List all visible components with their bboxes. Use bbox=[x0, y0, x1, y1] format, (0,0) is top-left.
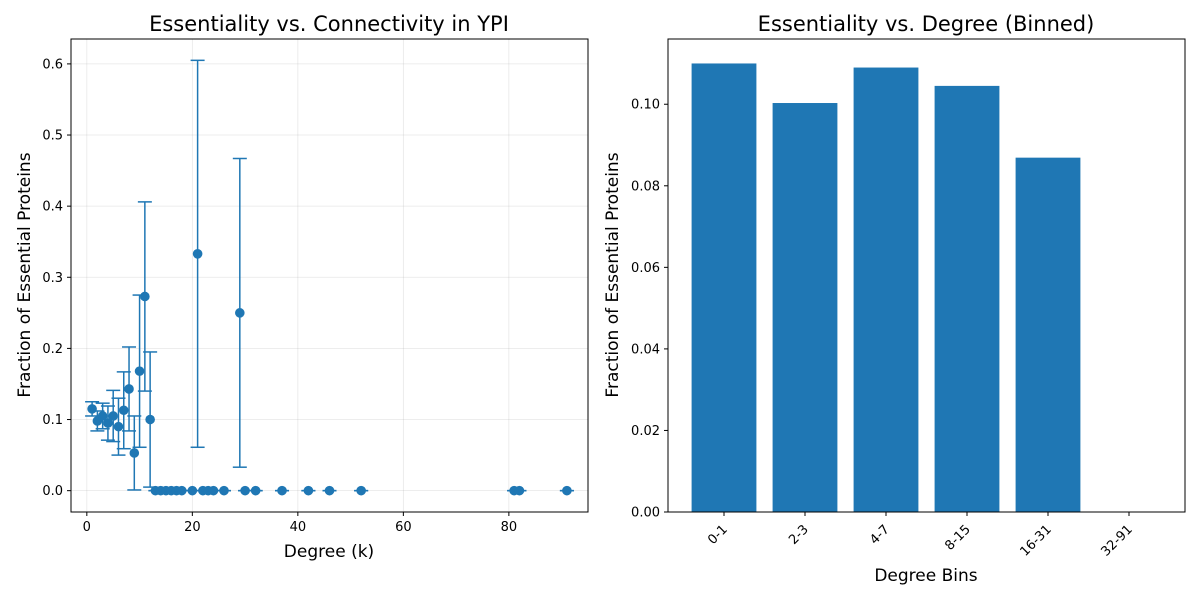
data-point bbox=[232, 157, 247, 468]
data-point bbox=[248, 485, 263, 496]
x-tick-label: 40 bbox=[290, 520, 307, 535]
bar-plot-frame bbox=[667, 38, 1186, 513]
data-point bbox=[559, 485, 574, 496]
point-marker bbox=[250, 485, 261, 496]
point-marker bbox=[113, 421, 124, 432]
y-tick-label: 0.02 bbox=[631, 424, 660, 439]
scatter-y-axis-label: Fraction of Essential Proteins bbox=[15, 152, 35, 397]
point-marker bbox=[140, 291, 150, 302]
y-tick-label: 0.06 bbox=[631, 261, 660, 276]
data-point bbox=[132, 294, 147, 449]
y-tick-label: 0.4 bbox=[42, 200, 63, 215]
point-marker bbox=[192, 249, 203, 259]
x-tick-label: 16-31 bbox=[1018, 522, 1055, 559]
y-tick-label: 0.6 bbox=[42, 57, 63, 72]
bar-chart-title: Essentiality vs. Degree (Binned) bbox=[758, 12, 1095, 36]
y-tick-label: 0.2 bbox=[42, 342, 63, 357]
x-tick-label: 2-3 bbox=[786, 522, 812, 548]
scatter-axis-ticks: 0 20 40 60 80 0.0 0.1 0.2 0.3 0.4 0.5 0.6 bbox=[42, 57, 517, 535]
data-point bbox=[354, 485, 369, 496]
point-marker bbox=[240, 485, 250, 496]
y-tick-label: 0.04 bbox=[631, 342, 660, 357]
y-tick-label: 0.1 bbox=[42, 413, 63, 428]
x-tick-label: 32-91 bbox=[1099, 522, 1136, 559]
point-marker bbox=[514, 485, 525, 496]
point-marker bbox=[235, 308, 245, 318]
x-tick-label: 8-15 bbox=[942, 522, 973, 553]
point-marker bbox=[118, 405, 129, 416]
data-point bbox=[512, 485, 527, 496]
bar bbox=[853, 67, 919, 513]
data-point bbox=[322, 485, 337, 496]
point-marker bbox=[277, 485, 287, 496]
point-marker bbox=[108, 411, 119, 421]
point-marker bbox=[562, 485, 572, 496]
x-tick-label: 20 bbox=[184, 520, 201, 535]
scatter-x-axis-label: Degree (k) bbox=[284, 542, 374, 562]
point-marker bbox=[134, 366, 145, 376]
point-marker bbox=[208, 485, 219, 496]
scatter-points bbox=[85, 59, 574, 496]
point-marker bbox=[145, 414, 155, 425]
bar bbox=[772, 103, 838, 513]
y-tick-label: 0.0 bbox=[42, 484, 63, 499]
y-tick-label: 0.5 bbox=[42, 129, 63, 144]
data-point bbox=[95, 402, 110, 430]
point-marker bbox=[303, 485, 314, 496]
point-marker bbox=[356, 485, 366, 496]
scatter-chart-title: Essentiality vs. Connectivity in YPI bbox=[149, 12, 509, 36]
point-marker bbox=[176, 485, 187, 496]
bar bbox=[1015, 157, 1081, 512]
data-point bbox=[143, 351, 158, 488]
point-marker bbox=[187, 485, 198, 496]
x-tick-label: 4-7 bbox=[867, 522, 893, 548]
bars bbox=[691, 63, 1081, 513]
x-tick-label: 0 bbox=[83, 520, 91, 535]
point-marker bbox=[219, 485, 229, 496]
y-tick-label: 0.00 bbox=[631, 506, 660, 521]
bar-x-axis-label: Degree Bins bbox=[874, 566, 977, 586]
point-marker bbox=[87, 404, 97, 414]
bar bbox=[934, 85, 1000, 512]
x-tick-label: 80 bbox=[501, 520, 518, 535]
data-point bbox=[301, 485, 316, 496]
scatter-chart: Essentiality vs. Connectivity in YPI 0 20… bbox=[15, 12, 589, 562]
y-tick-label: 0.3 bbox=[42, 271, 63, 286]
bar-y-axis-label: Fraction of Essential Proteins bbox=[603, 152, 623, 397]
scatter-gridlines bbox=[71, 39, 588, 512]
x-tick-label: 0-1 bbox=[705, 522, 731, 548]
bar bbox=[691, 63, 757, 513]
point-marker bbox=[324, 485, 335, 496]
point-marker bbox=[129, 448, 140, 458]
data-point bbox=[275, 485, 290, 496]
data-point bbox=[190, 59, 205, 449]
bar-chart: Essentiality vs. Degree (Binned) 0.00 0.0… bbox=[603, 12, 1186, 586]
y-tick-label: 0.08 bbox=[631, 179, 660, 194]
scatter-plot-frame bbox=[70, 38, 589, 513]
x-tick-label: 60 bbox=[395, 520, 412, 535]
point-marker bbox=[124, 384, 134, 394]
data-point bbox=[137, 201, 152, 392]
y-tick-label: 0.10 bbox=[631, 98, 660, 113]
point-marker bbox=[103, 418, 113, 428]
data-point bbox=[216, 485, 231, 496]
point-marker bbox=[97, 411, 108, 421]
